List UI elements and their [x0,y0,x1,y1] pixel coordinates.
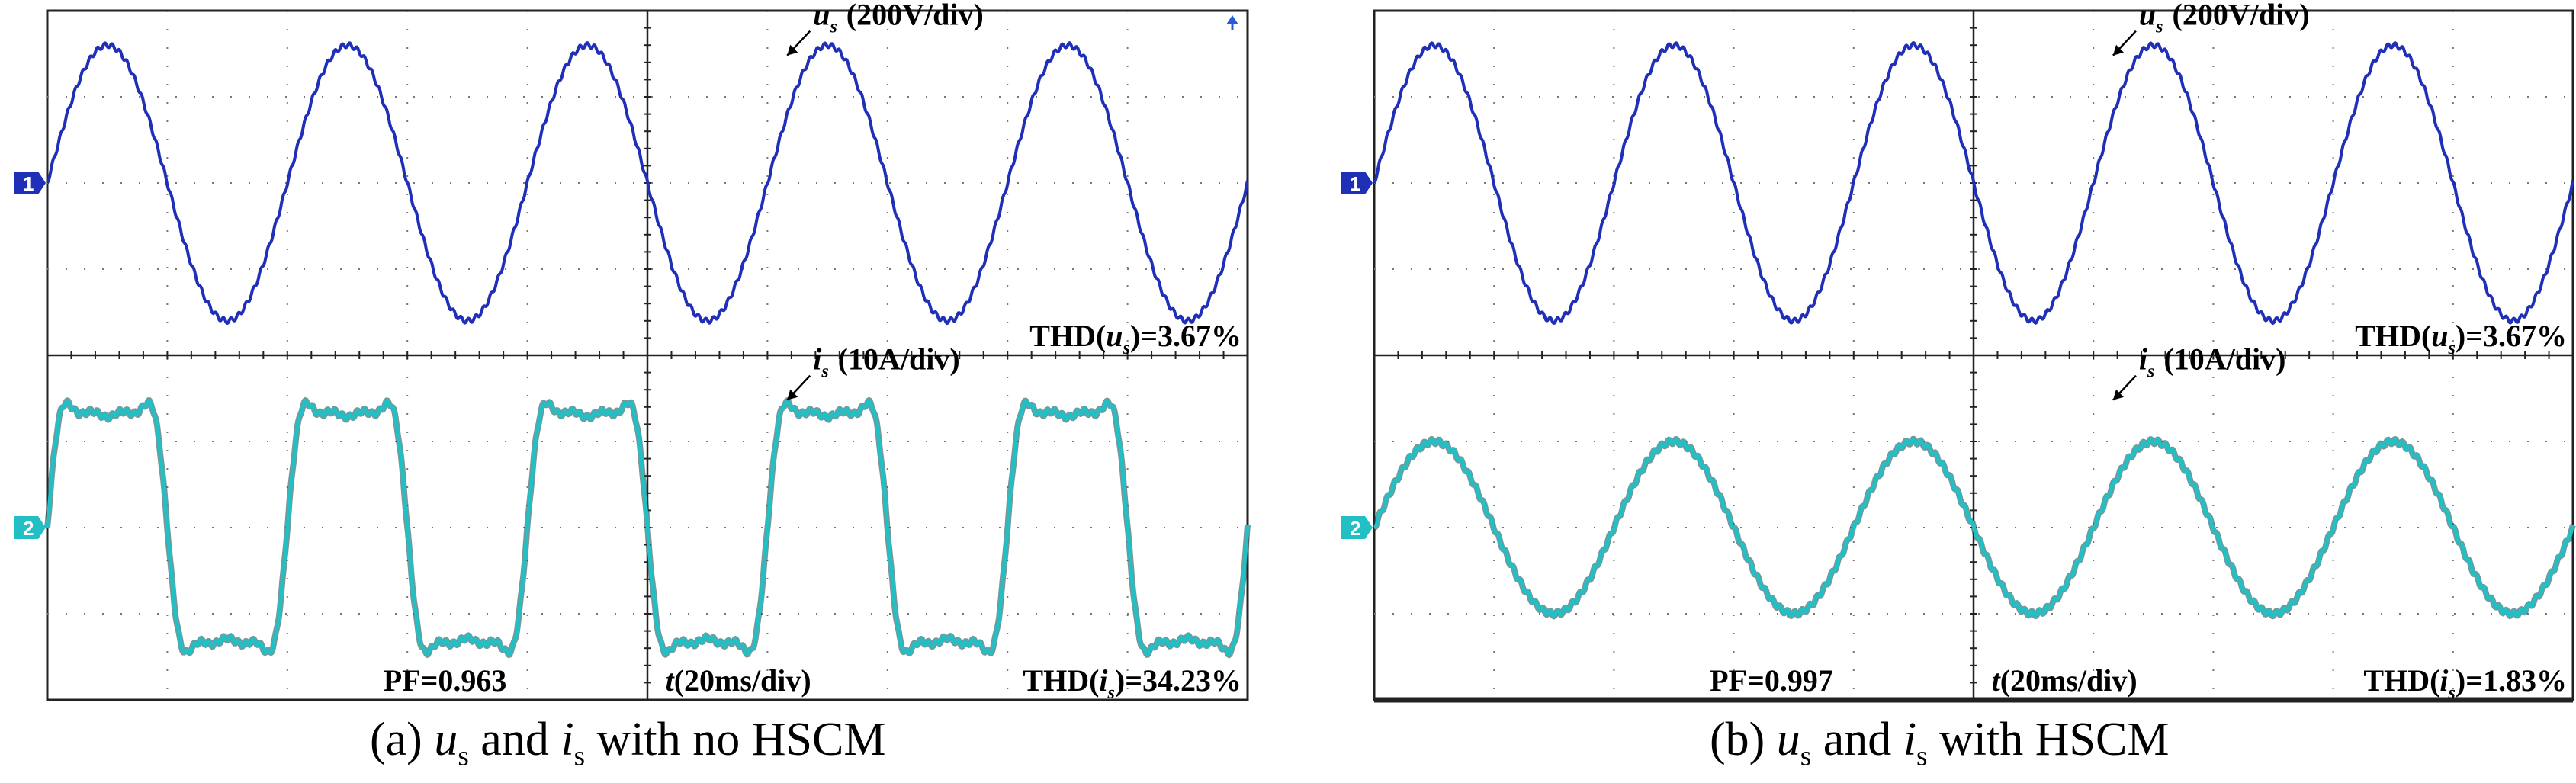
panel-a-ch2-thd-label: THD(is)=34.23% [1023,663,1241,703]
caption-a-i: i [560,714,574,765]
panel-b-ch2-trace [1373,437,2575,618]
panel-b-time-label: t(20ms/div) [1992,663,2138,698]
panel-a-ch2-marker-shape [14,516,46,539]
panel-b-ch1-marker-shape [1341,172,1373,194]
caption-b-mid: and [1811,714,1903,765]
panel-b-ch2-pointer-arrowhead [2112,389,2124,400]
caption-a-sub2: s [573,740,586,772]
panel-a-trigger-icon [1226,15,1238,24]
panel-b-ch1-trace [1373,41,2574,326]
panel-a-ch2-marker-icon: 2 [14,516,46,540]
panel-a-pf-label: PF=0.963 [384,663,507,698]
panel-b-ch1-pointer-arrowhead [2112,44,2124,56]
panel-b-ch1-scale-label: us (200V/div) [2139,0,2310,37]
scope-screen-b: 1 us (200V/div) THD(us)=3.67% 2 is (10A/div) TH… [1341,0,2576,703]
panel-b-pf-label: PF=0.997 [1710,663,1833,698]
panel-a-ch2-scale-label: is (10A/div) [813,342,959,382]
panel-a-ch2-pointer-arrowhead [787,389,798,400]
caption-b-sub1: s [1800,740,1812,772]
panel-a-ch1-thd-label: THD(us)=3.67% [1029,319,1241,358]
panel-b-ch1-marker-label: 1 [1350,172,1360,195]
panel-b-ch2-marker-label: 2 [1350,517,1360,540]
caption-b-sub2: s [1916,740,1928,772]
caption-a-mid: and [468,714,561,765]
panel-b-ch2-scale-label: is (10A/div) [2139,342,2285,382]
panel-a-time-label: t(20ms/div) [666,663,811,698]
caption-a-suffix: with no HSCM [585,714,886,765]
caption-a: (a) us and is with no HSCM [370,713,886,772]
caption-b: (b) us and is with HSCM [1710,713,2170,772]
panel-a-ch2-marker-label: 2 [23,517,34,540]
panel-a-ch1-scale-label: us (200V/div) [813,0,984,37]
panel-a-ch1-marker-icon: 1 [14,172,46,195]
caption-b-u: u [1776,714,1800,765]
panel-b-ch2-thd-label: THD(is)=1.83% [2363,663,2567,703]
caption-b-i: i [1903,714,1917,765]
panel-b-ch2-marker-shape [1341,516,1373,539]
caption-b-suffix: with HSCM [1927,714,2170,765]
panel-a-ch1-marker-shape [14,172,46,194]
caption-a-sub1: s [458,740,469,772]
panel-a-ch2-trace [45,398,1250,657]
caption-b-prefix: (b) [1710,714,1777,765]
caption-a-prefix: (a) [370,714,435,765]
panel-a-ch1-pointer-arrowhead [787,44,798,56]
caption-a-u: u [434,714,458,765]
panel-a-ch1-trace [46,41,1249,326]
panel-a-ch1-marker-label: 1 [23,172,34,195]
scope-screen-a: 1 us (200V/div) THD(us)=3.67% 2 is (10A/div) TH… [14,0,1251,703]
scope-panel-b: 1 us (200V/div) THD(us)=3.67% 2 is (10A/div) TH… [1327,0,2576,713]
panel-b-ch2-marker-icon: 2 [1341,516,1373,540]
scope-panel-a: 1 us (200V/div) THD(us)=3.67% 2 is (10A/div) TH… [0,0,1251,713]
panel-b-ch1-marker-icon: 1 [1341,172,1373,195]
panel-b-ch1-thd-label: THD(us)=3.67% [2355,319,2567,358]
